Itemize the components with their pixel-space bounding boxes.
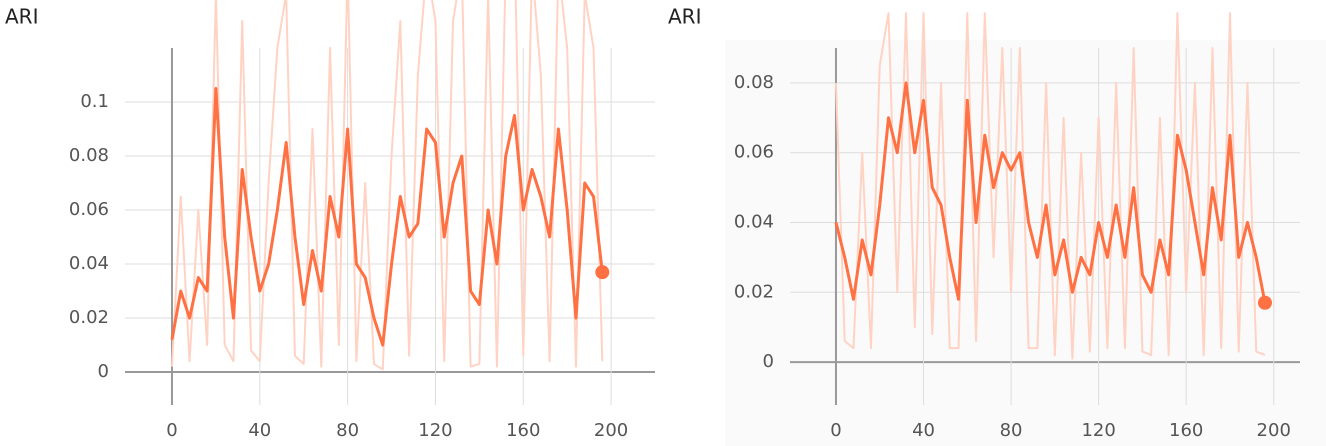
- x-tick-label: 0: [830, 420, 841, 441]
- y-tick-label: 0: [763, 351, 774, 372]
- y-tick-label: 0.04: [69, 253, 109, 274]
- y-tick-label: 0.06: [69, 199, 109, 220]
- chart-title: ARI: [5, 5, 38, 29]
- y-tick-label: 0.08: [69, 145, 109, 166]
- y-tick-label: 0: [98, 361, 109, 382]
- x-tick-label: 160: [506, 420, 540, 441]
- smoothed-line: [170, 87, 604, 347]
- y-tick-label: 0.06: [734, 142, 774, 163]
- x-tick-label: 80: [1000, 420, 1023, 441]
- x-tick-label: 120: [1081, 420, 1115, 441]
- raw-line: [834, 12, 1266, 360]
- x-tick-label: 200: [594, 420, 628, 441]
- chart-title: ARI: [668, 5, 701, 29]
- x-tick-label: 80: [336, 420, 359, 441]
- y-tick-label: 0.02: [69, 307, 109, 328]
- smoothed-line: [834, 81, 1267, 304]
- y-tick-label: 0.02: [734, 281, 774, 302]
- x-tick-label: 40: [248, 420, 271, 441]
- last-point: [1257, 295, 1272, 310]
- x-tick-label: 120: [418, 420, 452, 441]
- y-tick-label: 0.04: [734, 211, 774, 232]
- x-tick-label: 40: [912, 420, 935, 441]
- x-tick-label: 200: [1257, 420, 1291, 441]
- x-tick-label: 160: [1169, 420, 1203, 441]
- y-tick-label: 0.08: [734, 72, 774, 93]
- x-tick-label: 0: [166, 420, 177, 441]
- last-point: [595, 265, 610, 280]
- raw-line: [170, 0, 604, 371]
- y-tick-label: 0.1: [80, 91, 109, 112]
